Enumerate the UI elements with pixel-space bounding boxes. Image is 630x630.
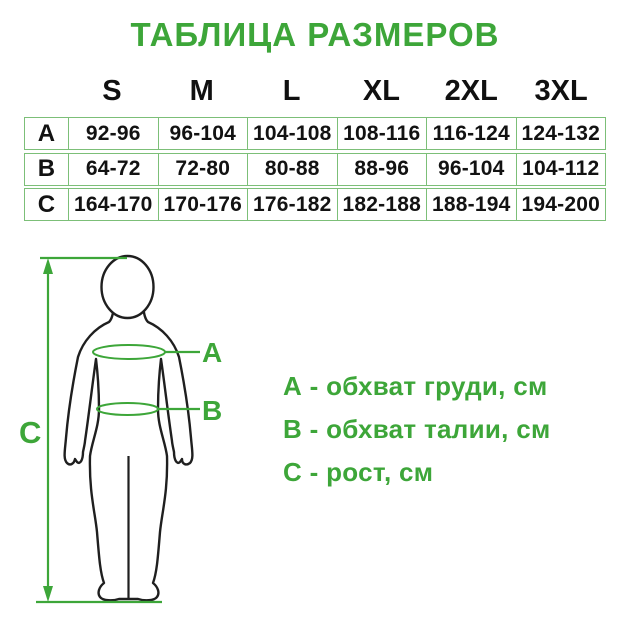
table-cell: 170-176 bbox=[157, 189, 248, 220]
measurement-legend: А - обхват груди, см В - обхват талии, с… bbox=[283, 365, 551, 494]
table-cell: 96-104 bbox=[426, 153, 516, 185]
size-header-m: M bbox=[189, 74, 214, 107]
table-cell: 164-170 bbox=[68, 189, 158, 220]
table-cell: 108-116 bbox=[336, 118, 427, 149]
arrow-up-icon bbox=[43, 258, 53, 274]
table-cell: 188-194 bbox=[426, 189, 516, 220]
size-header-2xl: 2XL bbox=[444, 74, 498, 107]
size-table: A 92-96 96-104 104-108 108-116 116-124 1… bbox=[24, 117, 606, 224]
table-cell: 116-124 bbox=[426, 118, 516, 149]
table-cell: 92-96 bbox=[68, 118, 158, 149]
table-row-waist: B 64-72 72-80 80-88 88-96 96-104 104-112 bbox=[24, 152, 606, 186]
body-silhouette bbox=[63, 304, 194, 602]
size-column-headers: S M L XL 2XL 3XL bbox=[24, 72, 606, 110]
table-cell: 194-200 bbox=[515, 189, 606, 220]
table-cell: 182-188 bbox=[336, 189, 427, 220]
arrow-down-icon bbox=[43, 586, 53, 602]
table-cell: 72-80 bbox=[157, 153, 248, 185]
legend-item-waist: В - обхват талии, см bbox=[283, 414, 551, 444]
legend-item-chest: А - обхват груди, см bbox=[283, 371, 548, 401]
table-cell: 80-88 bbox=[247, 153, 337, 185]
table-cell: 176-182 bbox=[247, 189, 337, 220]
size-header-xl: XL bbox=[362, 74, 400, 107]
table-cell: 88-96 bbox=[336, 153, 427, 185]
chest-label: A bbox=[202, 337, 222, 368]
table-cell: 104-112 bbox=[515, 153, 606, 185]
row-label-b: B bbox=[37, 155, 56, 182]
table-cell: 96-104 bbox=[157, 118, 248, 149]
legend-item-height: С - рост, см bbox=[283, 457, 434, 487]
table-cell: 64-72 bbox=[68, 153, 158, 185]
height-label: C bbox=[19, 415, 41, 450]
row-label-a: A bbox=[37, 119, 56, 147]
table-row-height: C 164-170 170-176 176-182 182-188 188-19… bbox=[24, 188, 606, 221]
waist-label: B bbox=[202, 395, 222, 426]
size-header-s: S bbox=[102, 74, 122, 107]
size-header-l: L bbox=[282, 74, 301, 107]
size-header-3xl: 3XL bbox=[534, 74, 588, 107]
table-cell: 124-132 bbox=[515, 118, 606, 149]
row-label-c: C bbox=[37, 190, 56, 218]
page-title: ТАБЛИЦА РАЗМЕРОВ bbox=[130, 16, 500, 53]
table-cell: 104-108 bbox=[247, 118, 337, 149]
head-outline bbox=[100, 254, 155, 320]
table-row-chest: A 92-96 96-104 104-108 108-116 116-124 1… bbox=[24, 117, 606, 150]
